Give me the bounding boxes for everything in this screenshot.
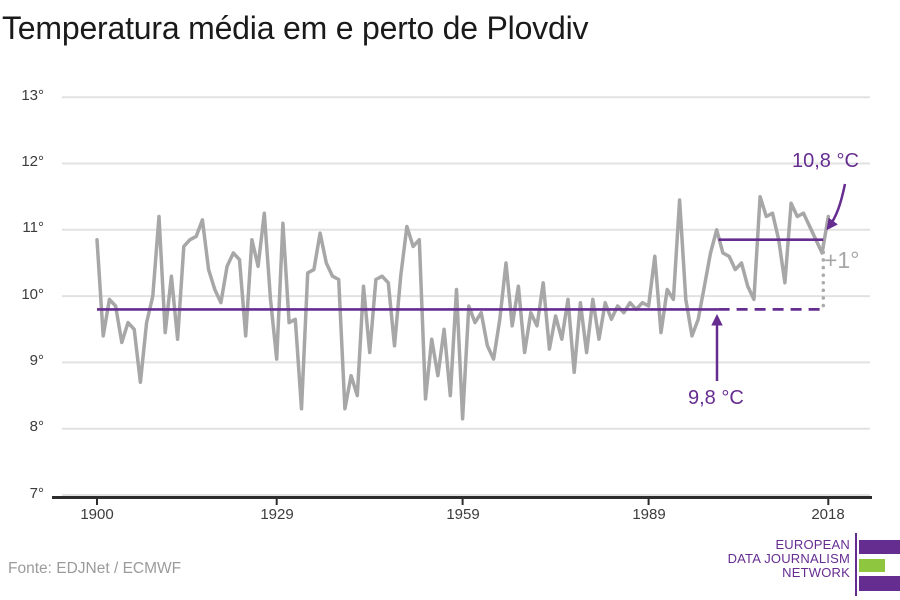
recent-arrow xyxy=(826,183,847,231)
y-tick-label: 9° xyxy=(29,352,44,369)
logo-line-1: EUROPEAN xyxy=(775,537,850,552)
logo-bar-middle xyxy=(859,559,885,572)
y-tick-label: 12° xyxy=(21,153,44,170)
page-title: Temperatura média em e perto de Plovdiv xyxy=(2,10,589,46)
y-tick-label: 11° xyxy=(22,219,44,236)
baseline-mean-annotation: 9,8 °C xyxy=(688,387,744,409)
delta-annotation: +1° xyxy=(824,247,860,273)
y-tick-label: 10° xyxy=(21,286,44,303)
y-tick-label: 7° xyxy=(29,485,44,502)
logo-bar-bottom xyxy=(859,576,900,591)
source-note: Fonte: EDJNet / ECMWF xyxy=(8,560,182,577)
recent-mean-annotation: 10,8 °C xyxy=(792,150,859,172)
x-tick-label: 2018 xyxy=(811,506,845,523)
y-tick-label: 13° xyxy=(21,87,44,104)
logo-line-2: DATA JOURNALISM xyxy=(727,550,850,566)
logo-divider xyxy=(855,533,857,596)
logo-line-3: NETWORK xyxy=(782,564,850,580)
logo-bar-top xyxy=(859,540,900,554)
temperature-line xyxy=(95,194,831,421)
x-tick-label: 1900 xyxy=(80,506,114,523)
edjnet-logo-text: EUROPEAN DATA JOURNALISM NETWORK xyxy=(728,538,850,579)
y-tick-label: 8° xyxy=(29,418,44,435)
x-tick-label: 1959 xyxy=(446,506,480,523)
x-tick-label: 1989 xyxy=(632,506,666,523)
x-tick-label: 1929 xyxy=(260,506,294,523)
